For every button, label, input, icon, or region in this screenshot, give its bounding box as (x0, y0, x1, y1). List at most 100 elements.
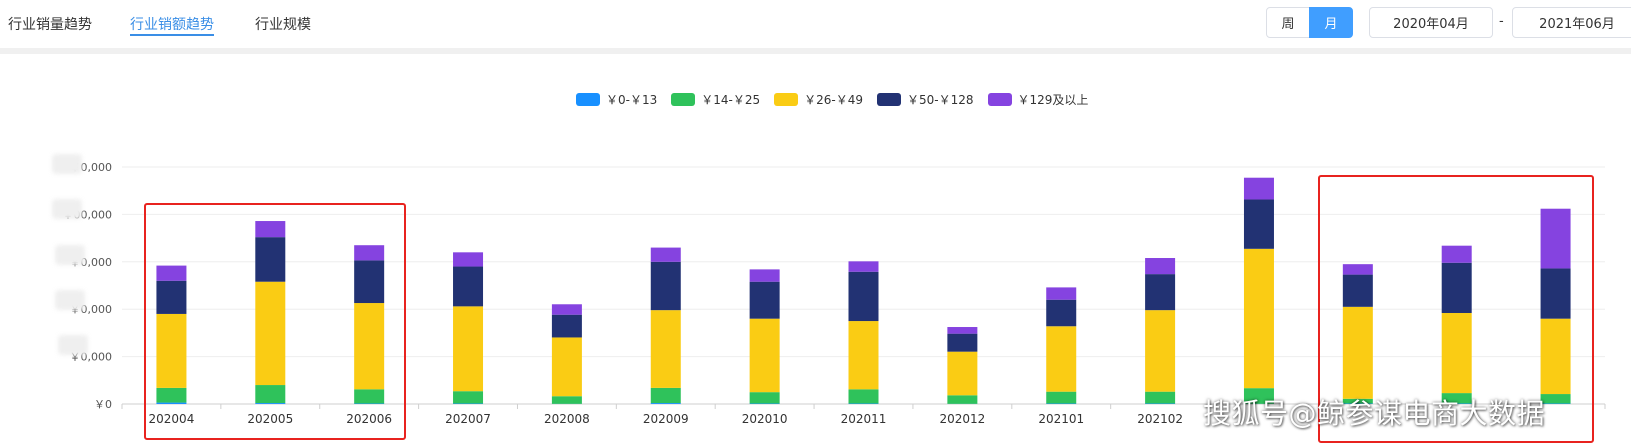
bar-segment-202009-series-0[interactable] (650, 403, 681, 404)
bar-segment-202102-series-2[interactable] (1145, 310, 1176, 392)
tab-sales-amount-trend[interactable]: 行业销额趋势 (130, 17, 214, 33)
week-toggle-button[interactable]: 周 (1266, 7, 1310, 38)
bar-segment-202007-series-3[interactable] (453, 266, 484, 307)
bar-segment-202012-series-4[interactable] (947, 327, 978, 334)
legend-label: ￥129及以上 (1017, 92, 1089, 107)
bar-segment-202102-series-3[interactable] (1145, 274, 1176, 311)
bar-segment-202103-series-1[interactable] (1243, 388, 1274, 404)
bar-segment-202006-series-2[interactable] (354, 303, 385, 390)
bar-segment-202106-series-4[interactable] (1540, 208, 1571, 269)
bar-segment-202007-series-4[interactable] (453, 252, 484, 267)
bar-segment-202102-series-1[interactable] (1145, 391, 1176, 404)
x-tick-label: 202009 (643, 412, 689, 426)
x-tick-label: 202007 (445, 412, 491, 426)
bar-segment-202011-series-3[interactable] (848, 271, 879, 322)
bar-segment-202012-series-1[interactable] (947, 395, 978, 404)
bar-segment-202009-series-4[interactable] (650, 247, 681, 262)
bar-segment-202105-series-3[interactable] (1441, 262, 1472, 313)
bar-segment-202004-series-3[interactable] (156, 280, 187, 314)
bar-segment-202011-series-1[interactable] (848, 389, 879, 404)
bar-segment-202104-series-2[interactable] (1342, 306, 1373, 399)
bar-segment-202004-series-0[interactable] (156, 402, 187, 404)
bar-segment-202004-series-4[interactable] (156, 265, 187, 281)
bar-segment-202101-series-1[interactable] (1046, 391, 1077, 404)
legend-item-26-49[interactable]: ￥26-￥49 (774, 91, 863, 108)
bar-segment-202102-series-4[interactable] (1145, 258, 1176, 275)
bar-segment-202007-series-2[interactable] (453, 306, 484, 392)
bar-segment-202010-series-2[interactable] (749, 318, 780, 393)
bar-segment-202008-series-2[interactable] (551, 337, 582, 397)
legend-swatch (576, 92, 600, 106)
bar-segment-202105-series-1[interactable] (1441, 393, 1472, 404)
bar-segment-202004-series-1[interactable] (156, 387, 187, 403)
bar-segment-202006-series-4[interactable] (354, 245, 385, 261)
bar-segment-202010-series-1[interactable] (749, 392, 780, 404)
start-date-picker[interactable]: 2020年04月 (1369, 7, 1493, 38)
x-tick-label: 202102 (1137, 412, 1183, 426)
bar-segment-202005-series-4[interactable] (255, 221, 286, 238)
x-tick-label: 202010 (742, 412, 788, 426)
legend-item-50-128[interactable]: ￥50-￥128 (877, 91, 974, 108)
legend-item-129-plus[interactable]: ￥129及以上 (987, 91, 1089, 108)
bar-segment-202103-series-3[interactable] (1243, 199, 1274, 249)
legend-item-0-13[interactable]: ￥0-￥13 (576, 91, 657, 108)
bar-segment-202105-series-4[interactable] (1441, 245, 1472, 263)
x-tick-label: 202006 (346, 412, 392, 426)
tab-industry-scale[interactable]: 行业规模 (255, 17, 311, 33)
active-tab-underline (130, 34, 214, 36)
bar-segment-202012-series-3[interactable] (947, 333, 978, 352)
bar-segment-202011-series-2[interactable] (848, 321, 879, 390)
end-date-picker[interactable]: 2021年06月 (1512, 7, 1631, 38)
bar-segment-202101-series-3[interactable] (1046, 299, 1077, 327)
bar-segment-202008-series-1[interactable] (551, 396, 582, 404)
bar-segment-202011-series-4[interactable] (848, 261, 879, 272)
bar-segment-202006-series-1[interactable] (354, 389, 385, 404)
bar-segment-202104-series-3[interactable] (1342, 274, 1373, 307)
watermark: 搜狐号@鲸参谋电商大数据 (1203, 397, 1546, 430)
month-toggle-button[interactable]: 月 (1309, 7, 1353, 38)
x-tick-label: 202012 (939, 412, 985, 426)
bar-segment-202005-series-3[interactable] (255, 237, 286, 282)
bar-segment-202103-series-2[interactable] (1243, 248, 1274, 389)
bar-segment-202101-series-4[interactable] (1046, 287, 1077, 300)
tab-sales-volume-trend[interactable]: 行业销量趋势 (8, 17, 92, 33)
bar-segment-202009-series-1[interactable] (650, 387, 681, 404)
bar-segment-202106-series-3[interactable] (1540, 268, 1571, 319)
bar-segment-202005-series-0[interactable] (255, 403, 286, 404)
bar-segment-202005-series-1[interactable] (255, 385, 286, 404)
bar-segment-202005-series-2[interactable] (255, 281, 286, 386)
bar-segment-202009-series-2[interactable] (650, 310, 681, 388)
bar-segment-202104-series-4[interactable] (1342, 264, 1373, 275)
y-tick-label: ￥0 (94, 398, 112, 411)
blurred-axis-label (52, 154, 82, 174)
bar-segment-202012-series-2[interactable] (947, 351, 978, 396)
highlight-box-2021 (1318, 175, 1594, 443)
bar-segment-202009-series-3[interactable] (650, 261, 681, 311)
blurred-axis-label (55, 245, 85, 265)
bar-segment-202106-series-1[interactable] (1540, 394, 1571, 404)
legend-label: ￥50-￥128 (907, 92, 974, 107)
bar-segment-202010-series-4[interactable] (749, 269, 780, 282)
bar-segment-202101-series-2[interactable] (1046, 326, 1077, 392)
bar-segment-202008-series-4[interactable] (551, 304, 582, 315)
legend-item-14-25[interactable]: ￥14-￥25 (671, 91, 760, 108)
bar-segment-202103-series-4[interactable] (1243, 177, 1274, 200)
bar-segment-202008-series-3[interactable] (551, 314, 582, 338)
x-tick-label: 202008 (544, 412, 590, 426)
blurred-axis-label (52, 199, 82, 219)
bar-segment-202006-series-3[interactable] (354, 260, 385, 304)
bar-segment-202105-series-2[interactable] (1441, 312, 1472, 394)
bar-segment-202007-series-1[interactable] (453, 391, 484, 404)
bar-segment-202010-series-3[interactable] (749, 281, 780, 319)
bar-segment-202106-series-2[interactable] (1540, 318, 1571, 395)
bar-segment-202004-series-2[interactable] (156, 313, 187, 388)
date-range-separator: - (1499, 14, 1504, 29)
x-tick-label: 202005 (247, 412, 293, 426)
x-tick-label: 202011 (841, 412, 887, 426)
legend-label: ￥0-￥13 (606, 92, 658, 107)
blurred-axis-label (58, 335, 88, 355)
bar-segment-202104-series-1[interactable] (1342, 398, 1373, 404)
top-bar: 行业销量趋势 行业销额趋势 行业规模 周 月 2020年04月 - 2021年0… (0, 0, 1631, 46)
chart-legend: ￥0-￥13 ￥14-￥25 ￥26-￥49 ￥50-￥128 ￥129及以上 (576, 90, 1102, 108)
legend-swatch (877, 92, 901, 106)
